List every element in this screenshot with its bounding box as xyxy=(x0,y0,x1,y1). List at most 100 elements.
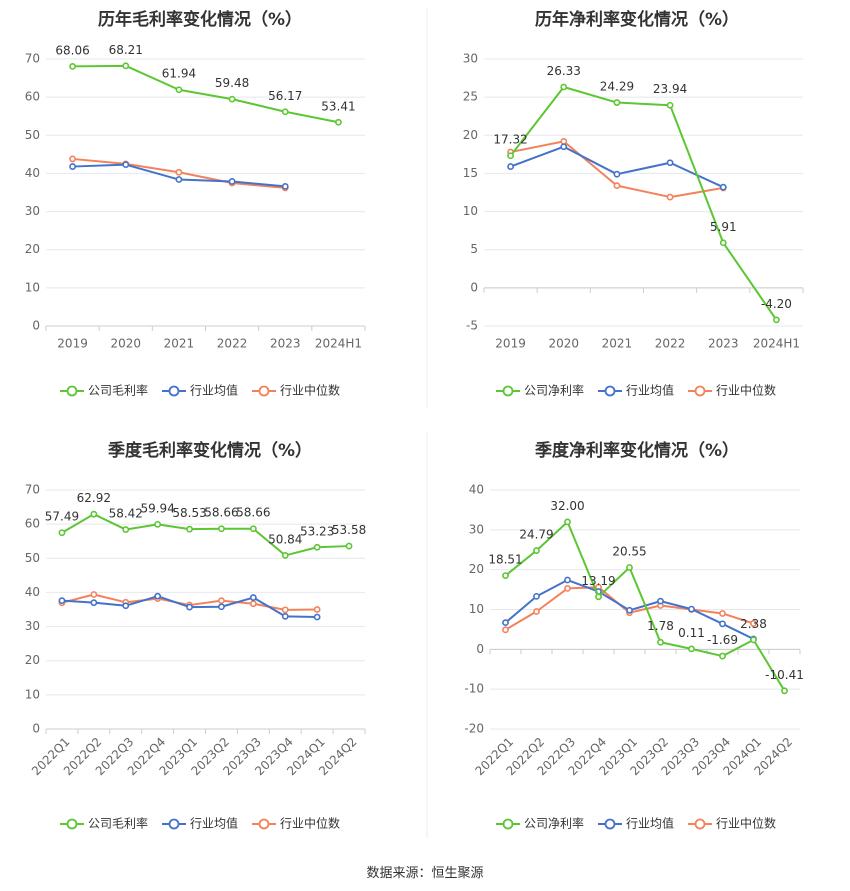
data-point-company xyxy=(719,652,726,660)
data-point-company xyxy=(560,83,568,91)
data-point-industry-median xyxy=(560,137,568,145)
series-line-company xyxy=(61,513,350,557)
data-label: 23.94 xyxy=(653,82,687,96)
legend-marker-company xyxy=(502,818,514,830)
data-label: 18.51 xyxy=(488,553,522,567)
y-tick-label: 10 xyxy=(25,687,40,701)
data-point-company xyxy=(58,529,66,537)
chart-panel-0: 历年毛利率变化情况（%） 0 10 20 30 40 50 60 70 2019 2020 2021 2… xyxy=(25,9,366,398)
data-label: 58.66 xyxy=(204,506,238,520)
chart-title: 历年净利率变化情况（%） xyxy=(535,9,739,30)
legend-label: 公司毛利率 xyxy=(88,816,148,831)
legend-marker-industry-avg xyxy=(604,818,616,830)
y-tick-label: 0 xyxy=(32,722,40,736)
data-point-company xyxy=(69,62,76,70)
y-tick-label: 40 xyxy=(25,166,40,180)
data-point-industry-avg xyxy=(507,163,514,170)
data-point-industry-median xyxy=(90,591,98,598)
y-tick-label: 10 xyxy=(463,204,478,218)
data-point-company xyxy=(657,638,664,646)
data-point-company xyxy=(154,520,162,528)
y-tick-label: 40 xyxy=(469,483,484,497)
data-point-industry-avg xyxy=(90,599,98,607)
x-tick-label: 2021 xyxy=(602,337,633,351)
data-label: -4.20 xyxy=(761,297,792,311)
legend-label: 行业中位数 xyxy=(280,816,340,831)
data-point-company xyxy=(750,636,757,644)
legend-marker-industry-avg xyxy=(604,385,616,397)
y-tick-label: 50 xyxy=(25,128,40,142)
legend-label: 行业中位数 xyxy=(280,383,340,398)
data-point-industry-avg xyxy=(626,606,633,614)
data-point-company xyxy=(90,510,98,518)
data-label: 58.66 xyxy=(236,506,270,520)
y-tick-label: 10 xyxy=(469,602,484,616)
data-label: 32.00 xyxy=(550,499,584,513)
data-point-industry-median xyxy=(69,155,76,163)
legend-marker-company xyxy=(502,385,514,397)
data-point-company xyxy=(335,118,342,126)
data-point-industry-median xyxy=(502,626,509,634)
legend-marker-industry-median xyxy=(694,385,706,397)
y-tick-label: 30 xyxy=(469,522,484,536)
data-point-industry-avg xyxy=(502,619,509,627)
data-label: 68.21 xyxy=(109,43,143,57)
y-tick-label: 70 xyxy=(25,483,40,497)
y-tick-label: 30 xyxy=(463,52,478,66)
data-point-industry-median xyxy=(281,606,289,614)
data-point-industry-median xyxy=(313,606,321,613)
y-tick-label: 20 xyxy=(469,562,484,576)
data-point-industry-median xyxy=(750,620,757,627)
legend-marker-company xyxy=(66,818,78,830)
y-tick-label: 60 xyxy=(25,517,40,531)
chart-panel-1: 历年净利率变化情况（%） -5 0 5 10 15 20 25 30 2019 2020 2021 20… xyxy=(463,9,804,398)
y-tick-label: -10 xyxy=(464,682,484,696)
series-line-company xyxy=(509,85,778,321)
data-point-industry-avg xyxy=(313,613,321,621)
y-tick-label: 20 xyxy=(25,653,40,667)
data-label: 59.48 xyxy=(215,76,249,90)
data-point-industry-avg xyxy=(218,603,225,611)
x-tick-label: 2020 xyxy=(110,337,141,351)
data-point-industry-median xyxy=(719,610,726,617)
x-tick-label: 2021 xyxy=(164,337,195,351)
data-source-footer: 数据来源：恒生聚源 xyxy=(366,866,484,881)
legend-label: 公司净利率 xyxy=(524,383,584,398)
data-point-industry-avg xyxy=(666,159,674,167)
legend-marker-industry-median xyxy=(258,818,270,830)
data-point-company xyxy=(666,101,674,109)
legend-label: 公司毛利率 xyxy=(88,383,148,398)
data-point-industry-median xyxy=(218,597,225,605)
y-tick-label: 15 xyxy=(463,166,478,180)
data-point-company xyxy=(564,518,571,526)
data-point-industry-avg xyxy=(281,182,289,190)
data-point-company xyxy=(613,99,621,106)
legend-marker-industry-median xyxy=(694,818,706,830)
data-point-company xyxy=(186,525,193,533)
data-label: 58.42 xyxy=(109,507,143,521)
data-point-industry-median xyxy=(533,608,540,615)
y-tick-label: 25 xyxy=(463,90,478,104)
data-point-company xyxy=(281,108,289,116)
data-point-industry-median xyxy=(666,193,674,201)
legend-marker-industry-avg xyxy=(168,818,180,830)
data-point-company xyxy=(773,316,780,324)
data-point-industry-avg xyxy=(122,161,130,169)
data-point-industry-avg xyxy=(58,597,66,605)
data-label: 53.23 xyxy=(300,524,334,538)
data-point-industry-median xyxy=(249,600,257,608)
data-label: 57.49 xyxy=(45,510,79,524)
x-tick-label: 2019 xyxy=(57,337,88,351)
y-tick-label: 70 xyxy=(25,52,40,66)
data-point-company xyxy=(122,526,130,533)
data-point-industry-avg xyxy=(613,170,621,178)
data-label: 1.78 xyxy=(647,619,674,633)
chart-title: 历年毛利率变化情况（%） xyxy=(98,9,302,30)
data-label: -10.41 xyxy=(765,668,804,682)
data-label: 13.19 xyxy=(581,574,615,588)
data-point-company xyxy=(249,525,257,533)
legend-label: 行业均值 xyxy=(190,383,238,398)
data-point-industry-avg xyxy=(228,178,236,185)
data-label: 50.84 xyxy=(268,532,302,546)
data-point-industry-avg xyxy=(657,597,664,605)
